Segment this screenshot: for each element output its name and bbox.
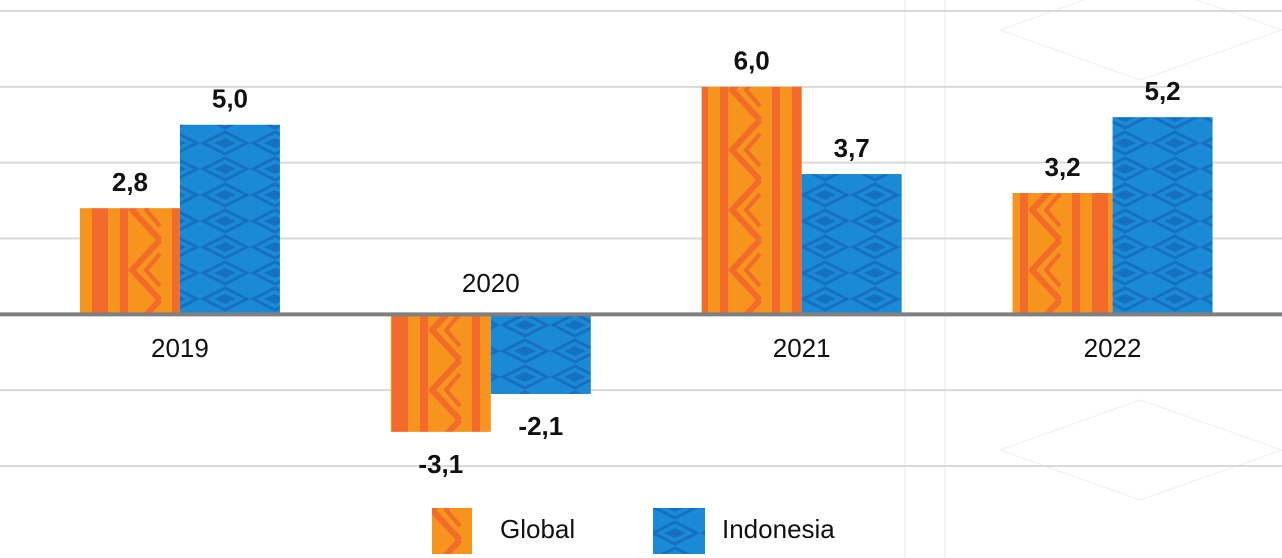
data-label: 2,8: [112, 167, 148, 197]
legend-label: Global: [500, 514, 575, 544]
x-tick-label: 2022: [1084, 333, 1142, 363]
bar: [490, 314, 591, 394]
data-label: -2,1: [518, 411, 563, 441]
data-label: 3,7: [834, 133, 870, 163]
bar: [801, 174, 902, 315]
bar: [701, 86, 802, 315]
data-label: 3,2: [1044, 152, 1080, 182]
bar: [1112, 117, 1213, 315]
bar: [79, 208, 180, 315]
data-label: 5,0: [212, 84, 248, 114]
legend-swatch: [432, 508, 472, 554]
data-label: 5,2: [1144, 76, 1180, 106]
legend-swatch: [653, 508, 705, 554]
x-tick-label: 2021: [773, 333, 831, 363]
legend-label: Indonesia: [722, 514, 835, 544]
data-label: 6,0: [734, 46, 770, 76]
bar: [390, 314, 491, 432]
bar: [179, 124, 280, 315]
x-tick-label: 2020: [462, 268, 520, 298]
bar: [1012, 193, 1113, 315]
data-label: -3,1: [418, 449, 463, 479]
x-tick-label: 2019: [151, 333, 209, 363]
